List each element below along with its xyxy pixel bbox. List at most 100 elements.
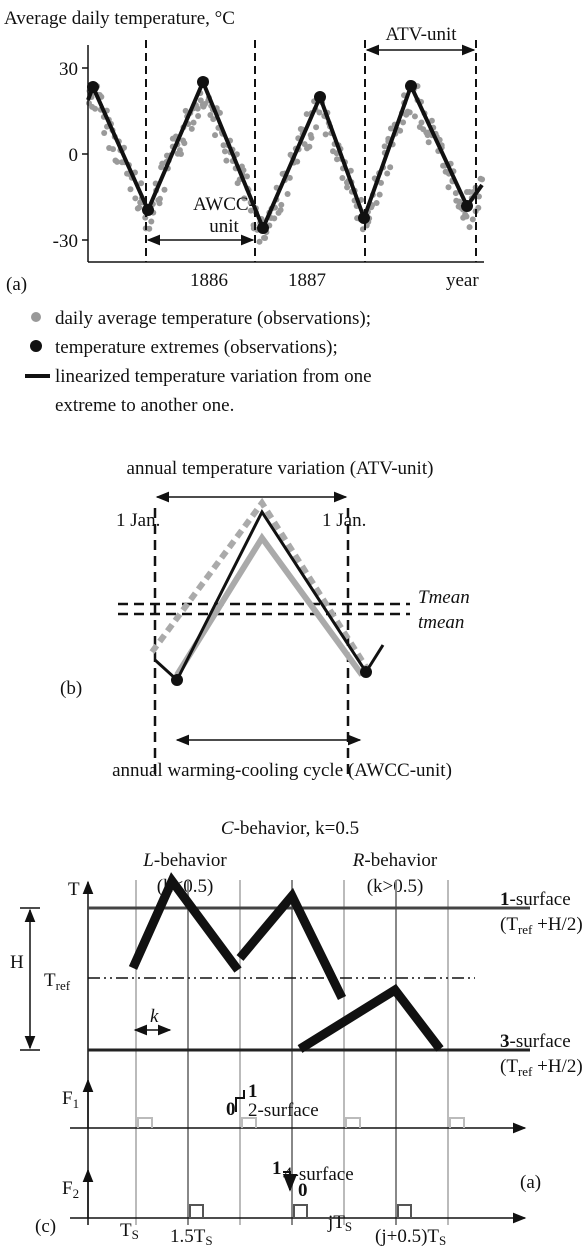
observation [177,150,184,157]
black-line [153,508,385,683]
surface-label: 3-surface [500,1031,571,1052]
period-lines [135,880,449,1225]
observation [308,134,315,141]
y-tick-label: -30 [53,231,78,252]
observation [428,117,435,124]
observation [210,116,217,123]
observation [284,190,291,197]
observation [306,143,313,150]
observation [195,112,202,119]
observation [286,174,293,181]
linearized-line [86,76,484,234]
h-label: H [10,952,24,973]
observation [294,158,301,165]
x-tick-label: 1887 [288,270,326,291]
observation [212,132,219,139]
panel-tag: (b) [60,678,82,699]
x-tick-label: 1886 [190,270,228,291]
observation [156,195,163,202]
surface-label: 2-surface [248,1100,319,1121]
f2-label: F2 [62,1178,79,1201]
observation [334,156,341,163]
extreme [171,674,183,686]
dashed-guides [118,508,410,780]
observation [411,113,418,120]
tmean-label: Tmean [418,587,470,608]
legend-black-dot [30,340,42,352]
observation [373,200,380,207]
observation [181,140,188,147]
observation [277,206,284,213]
observation [445,184,452,191]
observation [146,225,153,232]
grey-line [174,532,365,677]
surface-label: 4-surface [283,1164,354,1185]
observation [101,129,108,136]
surface-note: (Tref +H/2) [500,1056,583,1079]
switch-label: 0 [226,1099,236,1120]
observation [197,97,204,104]
panel-tag: (a) [520,1172,541,1193]
panel-c-title: C-behavior, k=0.5 [221,818,359,839]
extremes [87,76,473,234]
legend-grey-dot [31,312,41,322]
observation [418,119,425,126]
jan-label: 1 Jan. [116,510,160,531]
observation [425,139,432,146]
observation [194,105,201,112]
observation [387,164,394,171]
switch-label: 0 [298,1180,308,1201]
observation [469,216,476,223]
observation [387,125,394,132]
jan-label: 1 Jan. [322,510,366,531]
observation [463,213,470,220]
surface-note: (Tref +H/2) [500,914,583,937]
observation [313,124,320,131]
switch-label: 1 [248,1081,258,1102]
observation [241,195,248,202]
f1-label: F1 [62,1088,79,1111]
panel-b-bottom: annual warming-cooling cycle (AWCC-unit) [112,760,452,781]
switch-label: 1 [272,1158,282,1179]
observation [397,127,404,134]
observation [256,238,263,245]
observation [136,204,143,211]
observation [110,146,117,153]
panel-a-axes [82,45,484,263]
awcc-label: AWCC- [193,194,255,215]
legend-text: daily average temperature (observations)… [55,308,371,329]
observation [221,148,228,155]
observation [452,190,459,197]
observation [156,200,163,207]
observation [114,158,121,165]
observation [322,131,329,138]
behavior-zigzags [128,872,444,1053]
x-label: jTS [327,1212,352,1234]
surface-label: 1-surface [500,889,571,910]
behavior-label: L-behavior [142,850,227,871]
observation [182,107,189,114]
x-label: 1.5TS [170,1226,213,1247]
observation [278,201,285,208]
observation [381,143,388,150]
observation [161,186,168,193]
panel-b-title: annual temperature variation (ATV-unit) [127,458,434,479]
observation [247,207,254,214]
legend-text: extreme to another one. [55,395,234,416]
observation [339,175,346,182]
observation [475,193,482,200]
switch-steps [137,1090,465,1218]
observation [127,186,134,193]
tmean-label: tmean [418,612,464,633]
panel-tag: (a) [6,274,27,295]
observation [223,157,230,164]
observation [92,105,99,112]
observation [188,125,195,132]
behavior-label: R-behavior [352,850,438,871]
observation [344,184,351,191]
extreme [360,666,372,678]
x-label: (j+0.5)TS [375,1226,446,1247]
grey-dashed-line [149,497,369,669]
observation [190,119,197,126]
